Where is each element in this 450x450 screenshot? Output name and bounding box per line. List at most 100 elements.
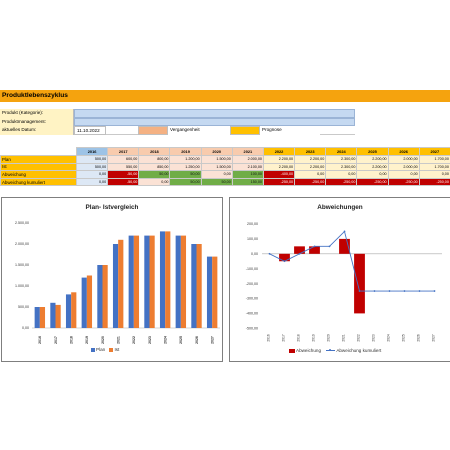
table-cell[interactable]: 100,00 [231,170,264,179]
year-header: 2027 [418,147,450,156]
y-tick-label: -200,00 [246,282,258,286]
y-tick-label: 2.000,00 [15,242,29,246]
table-cell[interactable]: 0,00 [200,170,233,179]
table-cell[interactable]: 1.700,00 [418,155,450,164]
x-tick-label: 2019 [85,336,89,344]
table-cell[interactable]: 0,00 [418,170,450,179]
x-tick-label: 2027 [432,334,436,342]
bar-ist [102,265,108,328]
table-cell[interactable]: 0,00 [325,170,358,179]
table-cell[interactable]: 1.250,00 [169,162,202,172]
bar-plan [65,294,72,328]
table-cell[interactable]: 50,00 [138,170,171,179]
table-cell[interactable]: -250,00 [294,177,327,187]
cumulative-point [343,230,346,233]
table-cell[interactable]: 500,00 [75,162,109,172]
table-cell[interactable]: 1.500,00 [200,162,233,172]
table-cell[interactable]: 2.100,00 [231,162,264,172]
bar-ist [212,256,218,328]
table-cell[interactable]: 2.200,00 [356,155,389,164]
y-tick-label: 0,00 [22,326,29,330]
forecast-legend-label: Prognose [260,126,320,135]
table-cell[interactable]: 2.200,00 [356,162,389,172]
table-cell[interactable]: 800,00 [138,155,171,164]
table-cell[interactable]: 1.500,00 [200,155,233,164]
table-cell[interactable]: -250,00 [387,177,420,187]
table-cell[interactable]: 0,00 [138,177,171,187]
plan-legend-label: Plan [96,347,106,352]
x-tick-label: 2022 [357,334,361,342]
deviation-bar [309,246,320,254]
table-cell[interactable]: 0,00 [387,170,420,179]
bar-ist [133,235,140,328]
table-cell[interactable]: 2.000,00 [387,162,420,172]
table-cell[interactable]: -400,00 [262,170,296,179]
table-cell[interactable]: 2.200,00 [262,162,296,172]
deviation-legend-label: Abweichung [296,348,322,353]
table-cell[interactable]: -50,00 [107,177,140,187]
table-cell[interactable]: 50,00 [169,170,202,179]
past-legend-label: Vergangenheit [168,126,230,135]
table-cell[interactable]: -250,00 [356,177,389,187]
management-row: Produktmanagement: [0,117,355,126]
cumulative-point [373,290,376,292]
cumulative-point [433,290,436,292]
table-cell[interactable]: 2.000,00 [231,155,264,164]
table-cell[interactable]: 0,00 [356,170,389,179]
year-header: 2023 [294,147,327,156]
x-tick-label: 2017 [282,334,286,342]
deviation-bar [339,238,350,254]
table-cell[interactable]: 150,00 [231,177,264,187]
date-input[interactable]: 11.10.2022 [74,126,106,135]
table-cell[interactable]: 2.000,00 [387,155,420,164]
plan-ist-chart: Plan- Istvergleich 0,00 500,00 1.000,00 1.5… [1,197,223,362]
x-tick-label: 2018 [69,336,73,344]
cumulative-point [268,252,271,255]
bar-ist [86,275,93,328]
bar-ist [165,231,171,328]
year-header: 2025 [356,147,389,156]
deviation-legend: Abweichung Abweichung kumuliert [286,348,381,353]
cumulative-point [298,252,301,255]
product-input[interactable] [74,109,355,118]
table-cell[interactable]: 2.200,00 [294,155,327,164]
x-tick-label: 2020 [101,336,105,344]
cumulative-point [358,290,361,292]
table-cell[interactable]: -250,00 [418,177,450,187]
table-cell[interactable]: 2.300,00 [325,162,358,172]
plan-ist-legend: Plan Ist [88,347,119,352]
bar-plan [159,231,166,328]
x-tick-label: 2016 [267,334,271,342]
bar-ist [196,244,202,328]
table-cell[interactable]: 50,00 [169,177,202,187]
table-cell[interactable]: 50,00 [200,177,233,187]
table-cell[interactable]: -250,00 [325,177,358,187]
management-label: Produktmanagement: [0,117,74,126]
table-cell[interactable]: 850,00 [138,162,171,172]
bar-ist [118,239,124,328]
table-cell[interactable]: -50,00 [107,170,140,179]
table-cell[interactable]: 0,00 [294,170,327,179]
table-cell[interactable]: 0,00 [75,177,109,187]
table-cell[interactable]: 2.300,00 [325,155,358,164]
table-cell[interactable]: 2.200,00 [294,162,327,172]
table-cell[interactable]: 1.200,00 [169,155,202,164]
table-cell[interactable]: 1.700,00 [418,162,450,172]
data-table: 2016 2017 2018 2019 2020 2021 2022 2023 2024 2025… [0,147,450,187]
x-tick-label: 2027 [210,336,214,344]
y-tick-label: -400,00 [246,312,258,316]
cumulative-point [283,260,286,263]
table-cell[interactable]: 500,00 [75,155,109,164]
info-section: Produkt (Kategorie): Produktmanagement: … [0,109,355,135]
table-cell[interactable]: 600,00 [107,155,140,164]
year-header: 2024 [325,147,358,156]
table-cell[interactable]: 550,00 [107,162,140,172]
table-cell[interactable]: -250,00 [262,177,296,187]
management-input[interactable] [74,117,355,126]
table-cell[interactable]: 0,00 [75,170,109,179]
y-tick-label: 0,00 [251,252,258,256]
deviation-legend-swatch [289,348,295,353]
table-cell[interactable]: 2.200,00 [262,155,296,164]
y-tick-label: -300,00 [246,297,258,301]
deviation-chart-svg: 200,00 100,00 0,00 -100,00 -200,00 -300,00 -40… [246,222,442,342]
